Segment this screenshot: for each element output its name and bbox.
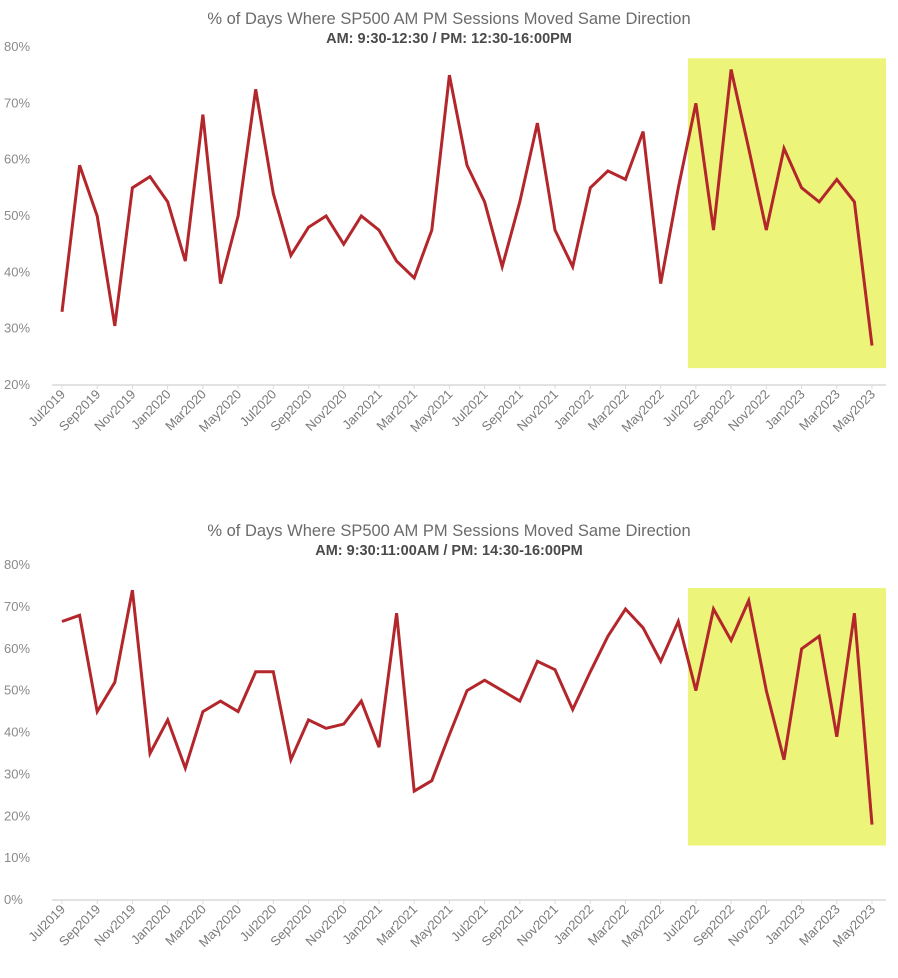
y-tick-label: 30% <box>4 321 30 336</box>
y-tick-label: 70% <box>4 95 30 110</box>
highlight-region <box>687 58 886 369</box>
y-tick-label: 40% <box>4 264 30 279</box>
series-line <box>61 589 874 825</box>
y-tick-label: 0% <box>4 892 23 907</box>
y-tick-label: 60% <box>4 152 30 167</box>
chart-title: % of Days Where SP500 AM PM Sessions Mov… <box>207 522 690 540</box>
chart-subtitle: AM: 9:30:11:00AM / PM: 14:30-16:00PM <box>315 543 583 559</box>
y-tick-label: 30% <box>4 766 30 781</box>
y-tick-label: 50% <box>4 683 30 698</box>
chart-subtitle: AM: 9:30-12:30 / PM: 12:30-16:00PM <box>326 31 572 47</box>
chart-2: % of Days Where SP500 AM PM Sessions Mov… <box>4 522 886 950</box>
y-tick-label: 80% <box>4 39 30 54</box>
y-tick-label: 60% <box>4 641 30 656</box>
y-tick-label: 70% <box>4 599 30 614</box>
y-tick-label: 10% <box>4 850 30 865</box>
y-tick-label: 80% <box>4 557 30 572</box>
y-tick-label: 20% <box>4 808 30 823</box>
chart-1: % of Days Where SP500 AM PM Sessions Mov… <box>4 10 886 435</box>
chart-title: % of Days Where SP500 AM PM Sessions Mov… <box>207 10 690 28</box>
y-tick-label: 40% <box>4 725 30 740</box>
y-tick-label: 20% <box>4 377 30 392</box>
y-tick-label: 50% <box>4 208 30 223</box>
